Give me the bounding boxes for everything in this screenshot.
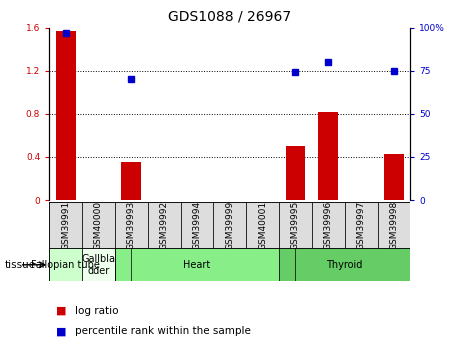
- Text: Heart: Heart: [183, 260, 211, 270]
- Bar: [148, 202, 181, 248]
- Bar: [115, 202, 148, 248]
- Bar: [49, 248, 82, 281]
- Bar: [181, 202, 213, 248]
- Bar: [279, 248, 410, 281]
- Text: GSM39991: GSM39991: [61, 200, 70, 250]
- Text: Gallbla
dder: Gallbla dder: [82, 254, 115, 276]
- Text: GSM39993: GSM39993: [127, 200, 136, 250]
- Text: percentile rank within the sample: percentile rank within the sample: [75, 326, 251, 336]
- Bar: [246, 202, 279, 248]
- Bar: [49, 202, 82, 248]
- Bar: [82, 248, 115, 281]
- Text: GSM40001: GSM40001: [258, 200, 267, 250]
- Text: GSM39994: GSM39994: [192, 200, 202, 250]
- Text: GSM39998: GSM39998: [389, 200, 399, 250]
- Text: Fallopian tube: Fallopian tube: [31, 260, 100, 270]
- Text: GSM39999: GSM39999: [225, 200, 234, 250]
- Text: GSM39996: GSM39996: [324, 200, 333, 250]
- Bar: [286, 146, 305, 200]
- Text: ■: ■: [56, 306, 67, 315]
- Title: GDS1088 / 26967: GDS1088 / 26967: [168, 10, 291, 24]
- Text: GSM39995: GSM39995: [291, 200, 300, 250]
- Text: Thyroid: Thyroid: [326, 260, 363, 270]
- Bar: [378, 202, 410, 248]
- Bar: [115, 248, 279, 281]
- Text: GSM39992: GSM39992: [159, 200, 169, 250]
- Bar: [213, 202, 246, 248]
- Bar: [279, 202, 312, 248]
- Bar: [56, 31, 76, 200]
- Bar: [345, 202, 378, 248]
- Bar: [318, 112, 338, 200]
- Text: log ratio: log ratio: [75, 306, 119, 315]
- Text: GSM40000: GSM40000: [94, 200, 103, 250]
- Text: GSM39997: GSM39997: [356, 200, 366, 250]
- Bar: [384, 154, 404, 200]
- Text: tissue: tissue: [5, 260, 36, 270]
- Text: ■: ■: [56, 326, 67, 336]
- Bar: [82, 202, 115, 248]
- Bar: [121, 162, 141, 200]
- Bar: [312, 202, 345, 248]
